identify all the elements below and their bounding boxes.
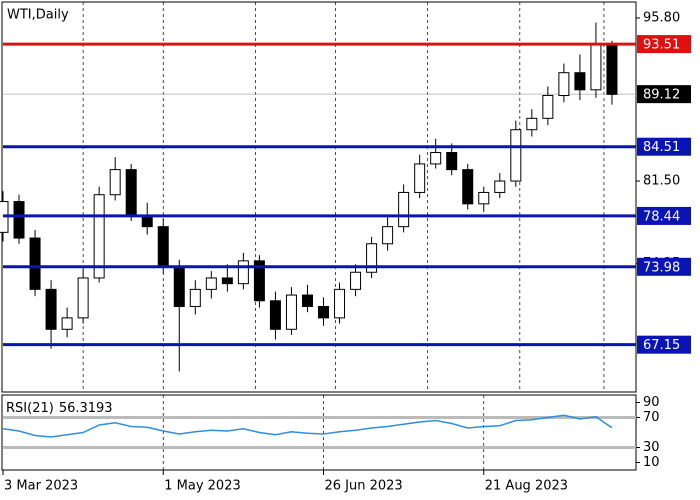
candle-body: [446, 152, 458, 171]
candle-body: [558, 72, 570, 97]
candle-body: [157, 226, 169, 268]
candle-body: [109, 169, 121, 196]
level-label-box: [637, 257, 691, 276]
candle-body: [478, 191, 490, 205]
candle-body: [93, 194, 105, 279]
candle-body: [494, 180, 506, 193]
candle-body: [253, 260, 265, 302]
x-tick-label: 3 Mar 2023: [4, 479, 78, 494]
y-tick-label: 90: [643, 395, 660, 410]
level-label: 67.15: [643, 338, 680, 353]
y-tick-label: 95.80: [643, 10, 680, 25]
candle-body: [398, 191, 410, 228]
chart-title: WTI,Daily: [7, 8, 69, 23]
level-label-box: [637, 335, 691, 354]
candle-body: [414, 163, 426, 193]
rsi-title: RSI(21) 56.3193: [6, 401, 113, 416]
candle-body: [45, 288, 57, 330]
candle-body: [13, 201, 25, 239]
rsi-pane: [1, 394, 637, 471]
level-label: 73.98: [643, 260, 680, 275]
candle-body: [269, 300, 281, 330]
y-tick-label: 81.50: [643, 174, 680, 189]
level-label-box: [637, 137, 691, 156]
candle-body: [237, 260, 249, 285]
y-tick-label: 10: [643, 455, 660, 470]
candle-body: [334, 288, 346, 319]
x-tick-label: 1 May 2023: [164, 479, 241, 494]
candle-body: [61, 317, 73, 330]
candle-body: [125, 169, 137, 216]
rsi-name: RSI(21): [6, 401, 54, 416]
candle-body: [510, 129, 522, 182]
candle-body: [189, 288, 201, 307]
candle-body: [462, 169, 474, 205]
price-pane: [1, 1, 637, 393]
candle-body: [382, 226, 394, 245]
candle-body: [173, 266, 185, 307]
candle-body: [574, 72, 586, 91]
candle-body: [542, 95, 554, 119]
level-label: 78.44: [643, 209, 680, 224]
candle-body: [350, 271, 362, 290]
candle-body: [29, 237, 41, 290]
last-price-label: 89.12: [643, 88, 680, 103]
x-tick-label: 21 Aug 2023: [485, 479, 568, 494]
candle-body: [77, 277, 89, 319]
rsi-line: [2, 414, 613, 438]
candle-body: [430, 152, 442, 165]
level-label-box: [637, 35, 691, 54]
candle-body: [606, 43, 618, 95]
level-label-box: [637, 206, 691, 225]
candle-body: [221, 277, 233, 285]
candle-body: [301, 294, 313, 307]
rsi-current: 56.3193: [59, 401, 113, 416]
last-price-box: [637, 85, 691, 104]
level-label: 84.51: [643, 140, 680, 155]
candle-body: [526, 117, 538, 131]
candle-body: [285, 294, 297, 330]
candle-body: [205, 277, 217, 290]
y-tick-label: 30: [643, 440, 660, 455]
candle-body: [590, 43, 602, 91]
candle-body: [366, 243, 378, 273]
candle-body: [318, 305, 330, 319]
level-label: 93.51: [643, 38, 680, 53]
y-tick-label: 70: [643, 410, 660, 425]
x-tick-label: 26 Jun 2023: [325, 479, 403, 494]
